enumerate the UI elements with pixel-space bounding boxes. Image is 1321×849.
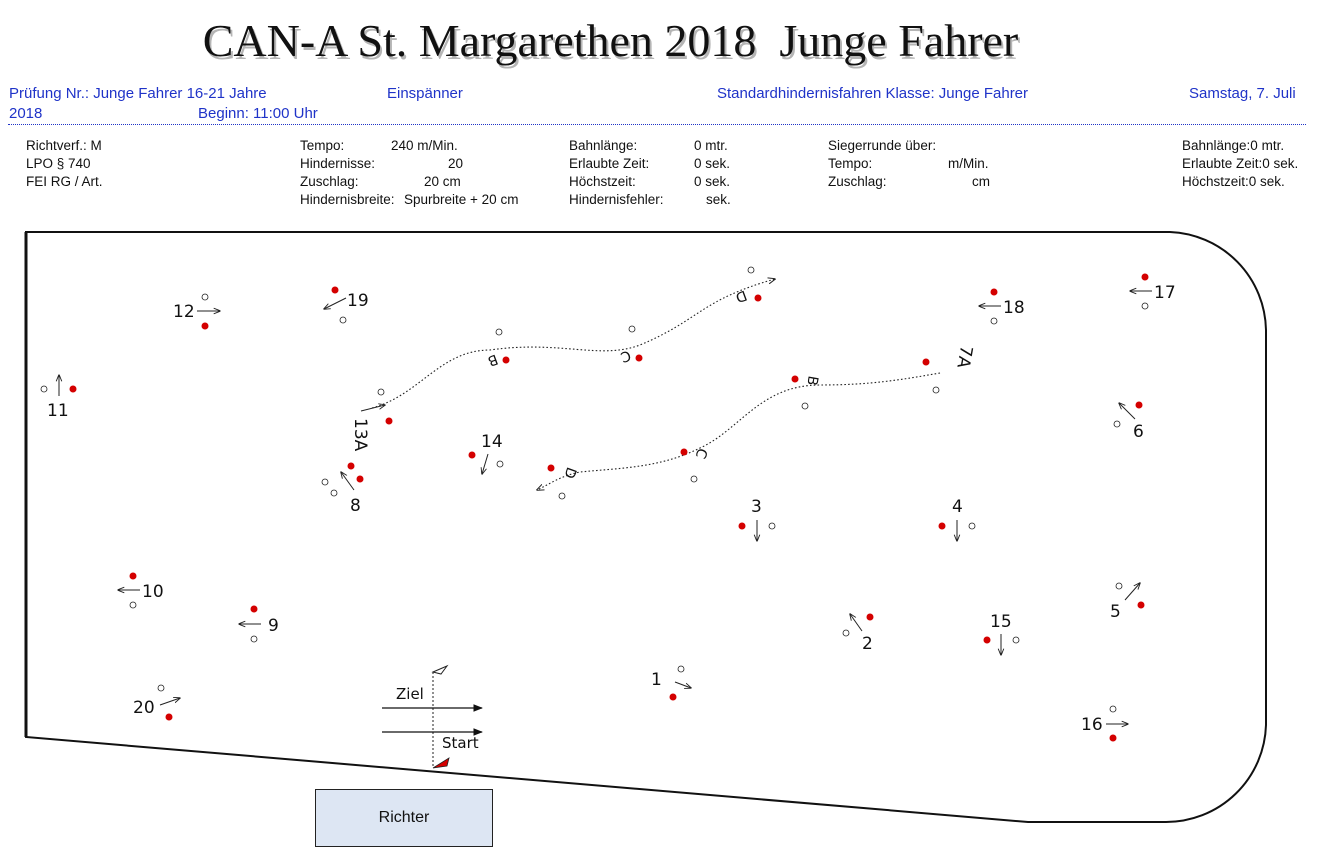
tempo-label: Tempo: — [300, 138, 345, 153]
bahnlaenge-value: 0 mtr. — [694, 138, 728, 153]
obstacle-7d-label: D — [560, 465, 579, 481]
obstacle-13c-label: C — [618, 347, 633, 365]
obstacle-19: 19 — [324, 286, 369, 324]
zuschlag-value: 20 cm — [424, 174, 461, 189]
judge-box: Richter — [315, 789, 493, 847]
obstacle-10-label: 10 — [142, 582, 164, 602]
erlaubte-zeit-label: Erlaubte Zeit: — [569, 156, 650, 171]
hoechstzeit-label: Höchstzeit: — [569, 174, 636, 189]
obstacle-7a-label: 7A — [952, 344, 976, 370]
obstacle-11: 11 — [40, 375, 77, 421]
obstacle-16: 16 — [1081, 705, 1128, 742]
obstacle-12: 12 — [173, 293, 220, 330]
obstacle-19-label: 19 — [347, 291, 369, 311]
hindernisse-label: Hindernisse: — [300, 156, 376, 171]
obstacle-18-label: 18 — [1003, 298, 1025, 318]
obstacle-17-label: 17 — [1154, 283, 1176, 303]
obstacle-4: 4 — [938, 497, 976, 541]
obstacle-13b-label: B — [485, 351, 500, 369]
obstacle-17: 17 — [1130, 273, 1176, 310]
page-title: CAN-A St. Margarethen 2018 Junge Fahrer — [202, 15, 1019, 66]
obstacle-3-label: 3 — [751, 497, 762, 517]
tempo-value: 240 m/Min. — [391, 138, 458, 153]
erlaubte-zeit-value: 0 sek. — [694, 156, 731, 171]
obstacle-6: 6 — [1113, 401, 1144, 442]
hindernisfehler-label: Hindernisfehler: — [569, 192, 664, 207]
klasse-label: Standardhindernisfahren Klasse: Junge Fa… — [717, 85, 1029, 102]
lpo: LPO § 740 — [26, 156, 91, 171]
obstacle-9: 9 — [239, 605, 279, 643]
obstacle-15: 15 — [983, 612, 1020, 655]
obstacle-14: 14 — [468, 432, 504, 474]
obstacle-2: 2 — [842, 614, 874, 654]
obstacle-11-label: 11 — [47, 401, 69, 421]
hindernisbreite-value: Spurbreite + 20 cm — [404, 192, 519, 207]
hindernisfehler-value: sek. — [706, 192, 731, 207]
start-finish-line: Ziel Start — [382, 664, 483, 769]
hoechstzeit-value: 0 sek. — [694, 174, 731, 189]
obstacle-1-label: 1 — [651, 670, 662, 690]
start-flag — [432, 757, 450, 769]
obstacle-7c-label: C — [692, 446, 710, 461]
pruefung-label: Prüfung Nr.: Junge Fahrer 16-21 Jahre — [9, 85, 267, 102]
datum-label: Samstag, 7. Juli — [1189, 85, 1296, 102]
pruefung-year: 2018 — [9, 105, 43, 122]
siegerrunde-tempo-value: m/Min. — [948, 156, 989, 171]
arena-boundary — [25, 231, 1267, 823]
obstacle-10: 10 — [118, 572, 164, 609]
hindernisbreite-label: Hindernisbreite: — [300, 192, 395, 207]
hindernisse-value: 20 — [448, 156, 464, 171]
siegerrunde-hoechstzeit: Höchstzeit:0 sek. — [1182, 174, 1285, 189]
header-divider — [8, 124, 1306, 125]
obstacle-20-label: 20 — [133, 698, 155, 718]
obstacle-20: 20 — [133, 684, 180, 721]
beginn-label: Beginn: 11:00 Uhr — [198, 105, 318, 122]
start-label: Start — [442, 734, 479, 752]
obstacle-14-label: 14 — [481, 432, 503, 452]
obstacle-12-label: 12 — [173, 302, 195, 322]
obstacle-16-label: 16 — [1081, 715, 1103, 735]
obstacle-8-label: 8 — [350, 496, 361, 516]
siegerrunde-label: Siegerrunde über: — [828, 138, 937, 153]
obstacle-6-label: 6 — [1133, 422, 1144, 442]
siegerrunde-erlaubte-zeit: Erlaubte Zeit:0 sek. — [1182, 156, 1299, 171]
fei: FEI RG / Art. — [26, 174, 103, 189]
einspaenner-label: Einspänner — [387, 85, 463, 102]
route-13-line — [371, 279, 775, 409]
obstacle-1: 1 — [651, 665, 691, 701]
multi-obstacle-7: 7A B C D — [537, 344, 976, 500]
multi-obstacle-13: 13A B C D — [350, 266, 775, 452]
obstacle-18: 18 — [979, 288, 1025, 325]
obstacle-13a-label: 13A — [350, 418, 370, 452]
siegerrunde-zuschlag-label: Zuschlag: — [828, 174, 887, 189]
obstacle-13d-label: D — [733, 287, 749, 306]
obstacle-8: 8 — [321, 462, 364, 516]
obstacle-4-label: 4 — [952, 497, 963, 517]
finish-flag — [431, 664, 449, 675]
siegerrunde-zuschlag-value: cm — [972, 174, 990, 189]
judge-label: Richter — [378, 809, 430, 826]
bahnlaenge-label: Bahnlänge: — [569, 138, 638, 153]
route-7-line — [537, 372, 941, 490]
obstacle-15-label: 15 — [990, 612, 1012, 632]
richtverfahren: Richtverf.: M — [26, 138, 102, 153]
obstacle-2-label: 2 — [862, 634, 873, 654]
obstacle-3: 3 — [738, 497, 776, 541]
siegerrunde-bahnlaenge: Bahnlänge:0 mtr. — [1182, 138, 1285, 153]
ziel-label: Ziel — [396, 685, 424, 703]
obstacle-9-label: 9 — [268, 616, 279, 636]
obstacle-5-label: 5 — [1110, 602, 1121, 622]
obstacle-7b-label: B — [803, 374, 820, 386]
zuschlag-label: Zuschlag: — [300, 174, 359, 189]
siegerrunde-tempo-label: Tempo: — [828, 156, 873, 171]
obstacle-5: 5 — [1110, 583, 1145, 622]
